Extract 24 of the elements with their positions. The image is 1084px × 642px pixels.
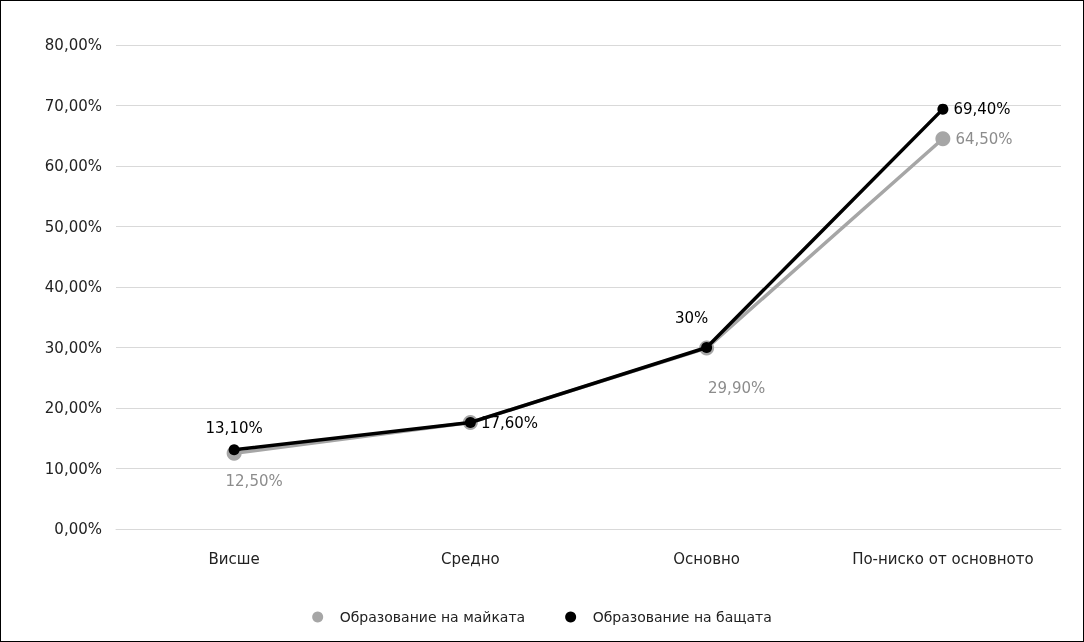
y-tick-label: 80,00% <box>44 36 102 54</box>
data-label: 12,50% <box>225 472 283 491</box>
y-tick-label: 20,00% <box>44 399 102 417</box>
x-tick-label: Висше <box>208 549 260 568</box>
x-tick-label: Основно <box>673 549 741 568</box>
y-tick-label: 0,00% <box>54 520 102 538</box>
legend-label: Образование на майката <box>339 609 526 625</box>
y-tick-label: 60,00% <box>44 157 102 175</box>
data-label: 30% <box>674 308 709 327</box>
y-tick-label: 10,00% <box>44 459 102 478</box>
y-tick-label: 70,00% <box>44 96 102 115</box>
point <box>937 103 949 115</box>
data-label: 13,10% <box>205 418 263 437</box>
y-tick-label: 30,00% <box>44 338 102 357</box>
x-tick-label: Средно <box>441 549 500 568</box>
data-label: 69,40% <box>953 100 1011 119</box>
x-tick-label: По-ниско от основното <box>852 549 1034 568</box>
legend-label: Образование на бащата <box>592 609 772 625</box>
data-label: 29,90% <box>708 379 766 398</box>
point <box>228 444 240 456</box>
data-label: 64,50% <box>955 129 1013 148</box>
y-tick-label: 50,00% <box>44 217 102 236</box>
point <box>935 131 951 147</box>
y-tick-label: 40,00% <box>44 278 102 296</box>
